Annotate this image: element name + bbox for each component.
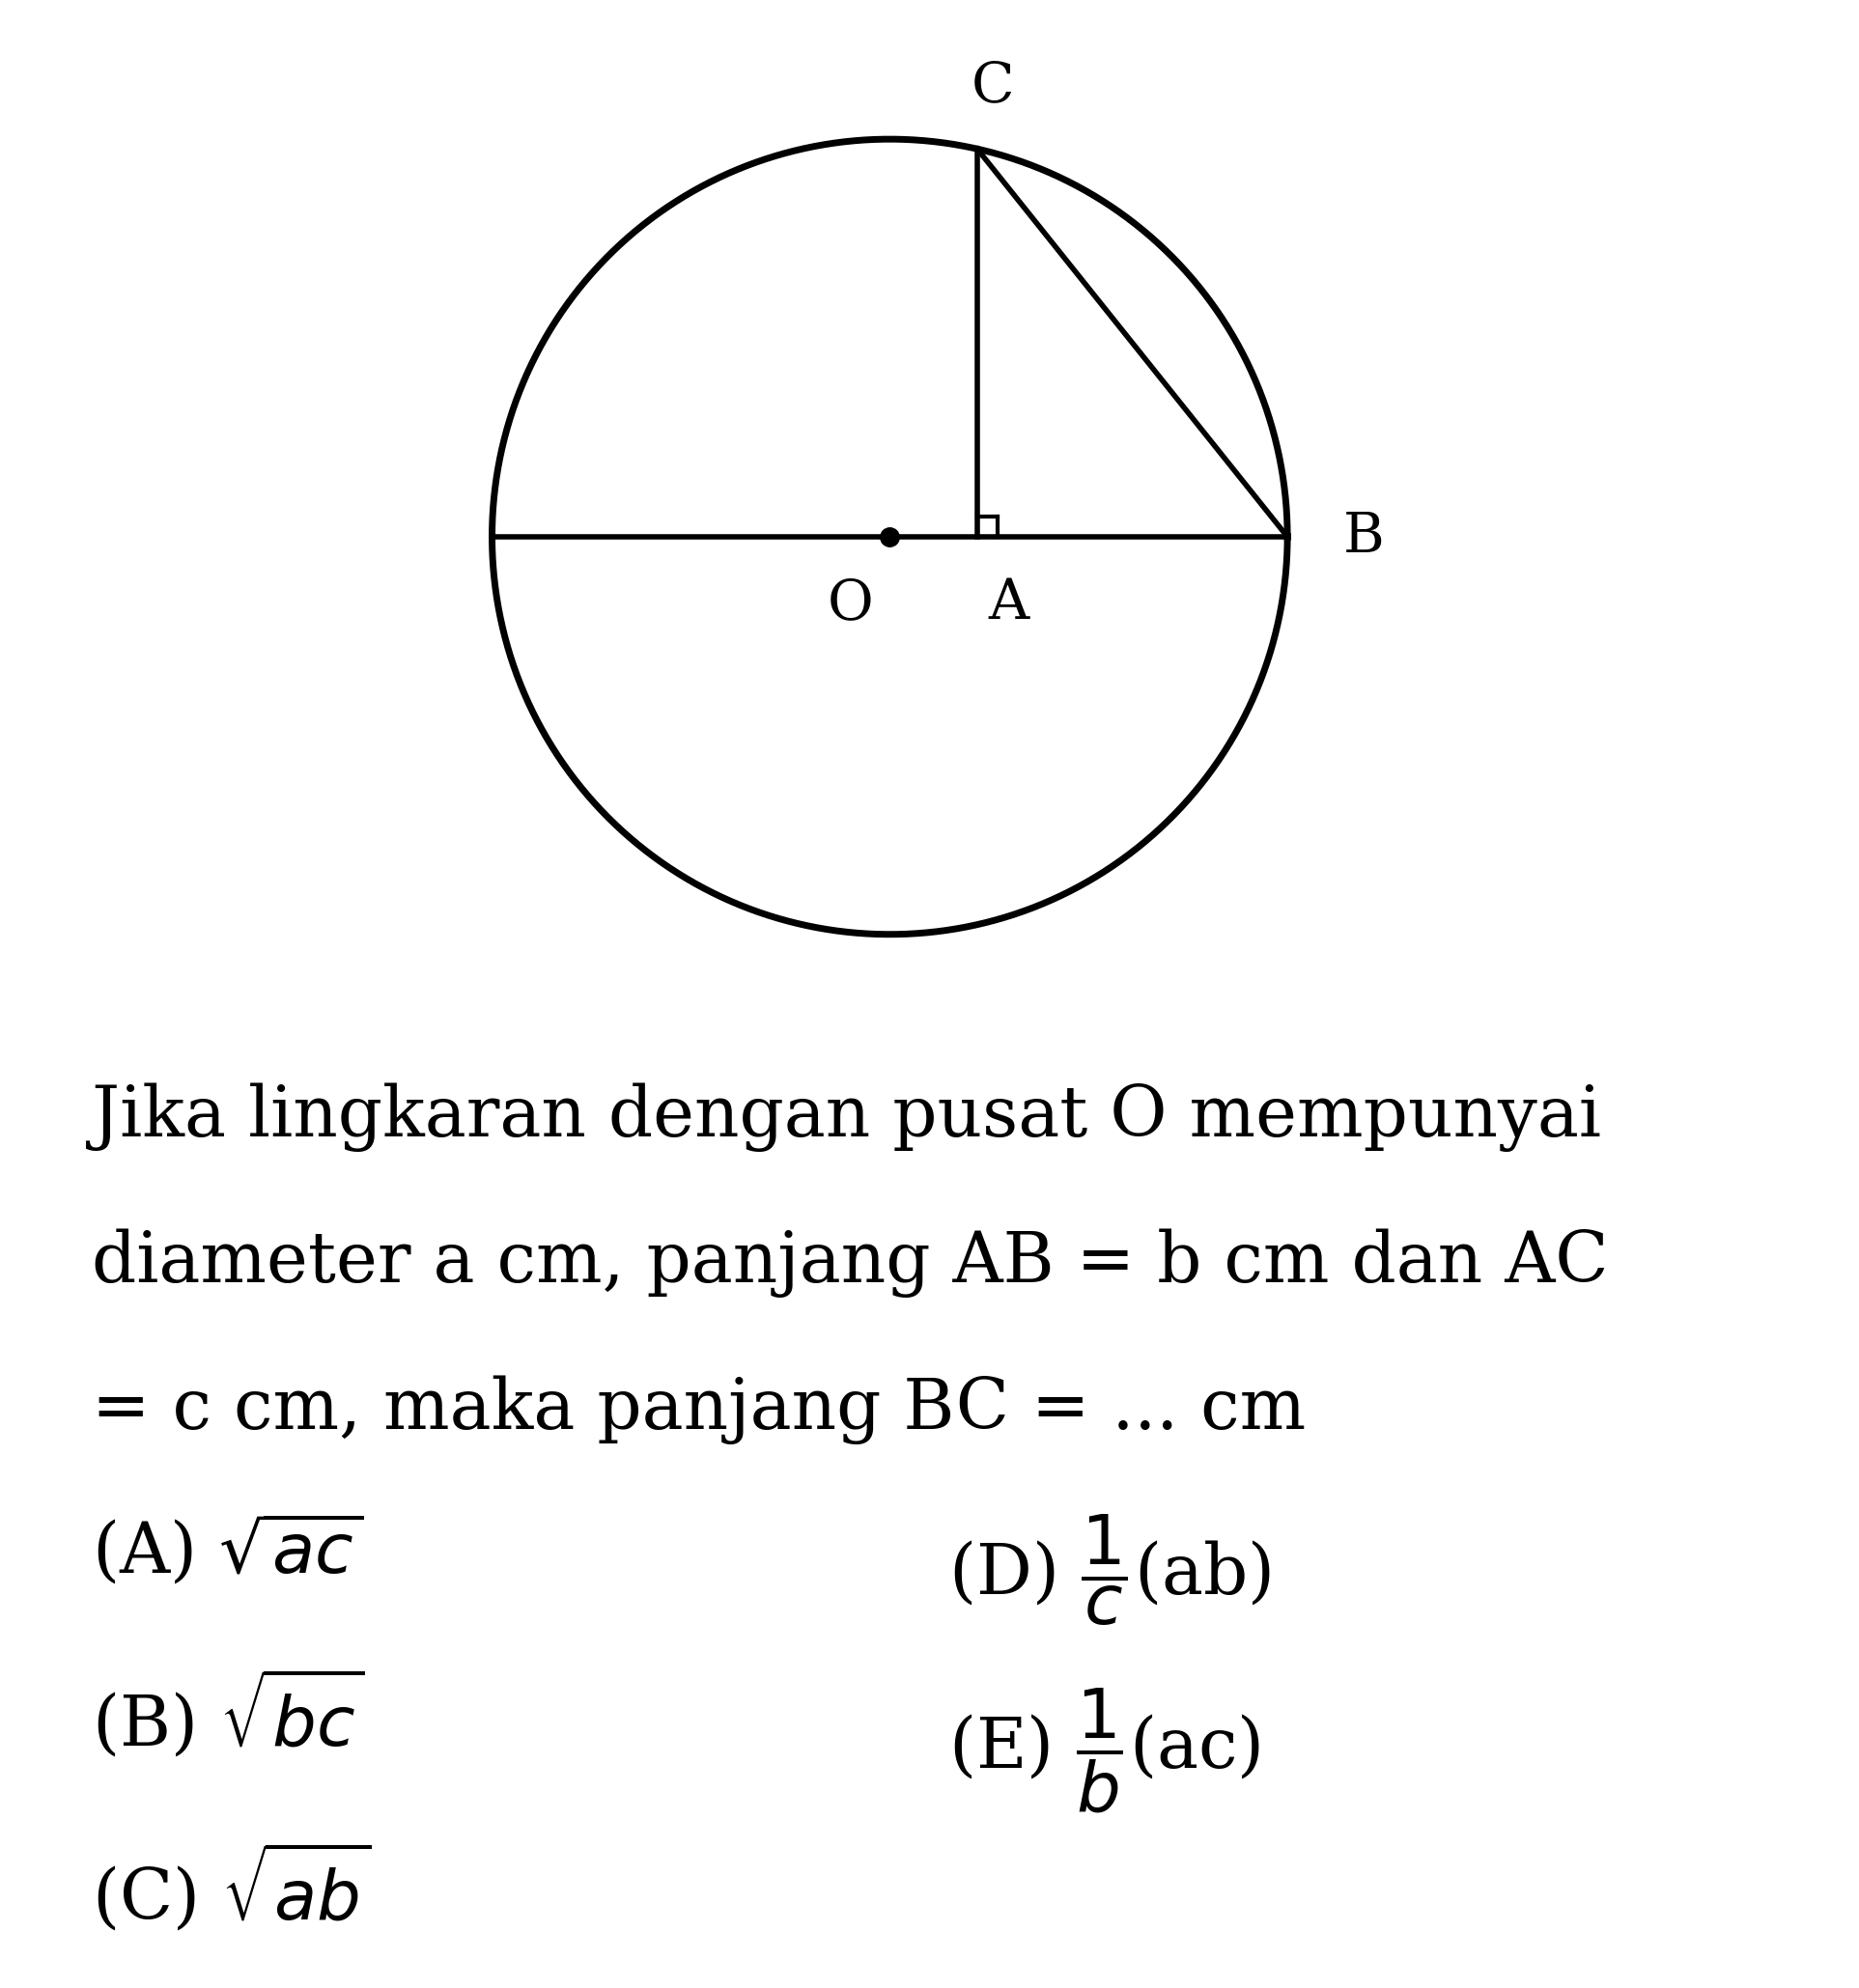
Text: O: O [827, 577, 874, 630]
Text: (A) $\sqrt{ac}$: (A) $\sqrt{ac}$ [91, 1513, 363, 1588]
Text: diameter a cm, panjang AB = b cm dan AC: diameter a cm, panjang AB = b cm dan AC [91, 1229, 1608, 1298]
Text: Jika lingkaran dengan pusat O mempunyai: Jika lingkaran dengan pusat O mempunyai [91, 1083, 1601, 1151]
Text: (B) $\sqrt{bc}$: (B) $\sqrt{bc}$ [91, 1668, 364, 1761]
Text: (C) $\sqrt{ab}$: (C) $\sqrt{ab}$ [91, 1841, 372, 1934]
Text: B: B [1342, 509, 1385, 565]
Text: (E) $\dfrac{1}{b}$(ac): (E) $\dfrac{1}{b}$(ac) [948, 1686, 1260, 1815]
Text: A: A [989, 577, 1030, 630]
Text: = c cm, maka panjang BC = ... cm: = c cm, maka panjang BC = ... cm [91, 1376, 1305, 1445]
Text: (D) $\dfrac{1}{c}$(ab): (D) $\dfrac{1}{c}$(ab) [948, 1513, 1272, 1628]
Text: C: C [972, 60, 1015, 113]
